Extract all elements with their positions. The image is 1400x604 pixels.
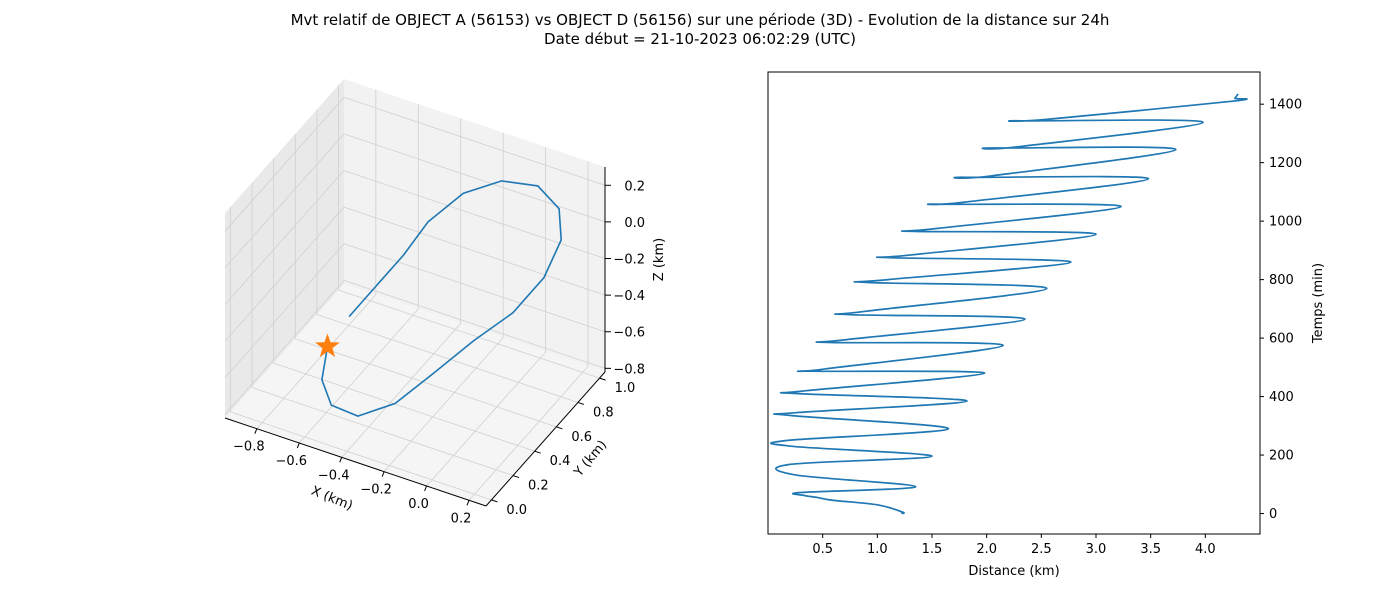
- y-tick-label: 400: [1269, 390, 1294, 405]
- plot-frame: [767, 71, 1261, 535]
- x-tick-label: −0.6: [275, 454, 307, 469]
- y-ticks: 0 200 400 600 800 1000 1200 1400: [1260, 98, 1302, 522]
- y-tick-label: 0.2: [528, 479, 549, 494]
- x-axis-label: Distance (km): [968, 564, 1059, 579]
- x-tick-mark: [381, 471, 385, 477]
- y-tick-label: 1000: [1269, 215, 1302, 230]
- y-tick-label: 0.0: [506, 503, 527, 518]
- x-tick-label: −0.2: [360, 483, 392, 498]
- grid-line: [251, 387, 514, 476]
- grid-line: [343, 96, 606, 186]
- x-tick-label: 0.0: [408, 497, 429, 512]
- grid-3d: [224, 85, 606, 501]
- x-tick-label: 3.0: [1086, 542, 1107, 557]
- grid-line: [295, 338, 557, 428]
- y-tick-mark: [556, 426, 563, 430]
- x-tick-label: 0.2: [451, 511, 472, 526]
- y-tick-label: 200: [1269, 449, 1294, 464]
- y-tick-label: 1400: [1269, 98, 1302, 113]
- grid-line: [343, 243, 606, 333]
- grid-line: [343, 170, 606, 259]
- pane-floor: [225, 284, 605, 506]
- y-tick-label: 1.0: [615, 381, 636, 396]
- grid-line: [343, 133, 606, 223]
- grid-line: [316, 314, 579, 403]
- start-star-marker: [315, 333, 340, 357]
- x-tick-mark: [339, 457, 343, 463]
- y-tick-label: 0.8: [593, 405, 614, 420]
- axis-lines-3d: [224, 167, 606, 507]
- y-tick-mark: [512, 475, 520, 479]
- z-tick-label: −0.6: [613, 326, 645, 341]
- y-tick-label: 0: [1269, 507, 1277, 522]
- grid-line: [224, 280, 345, 415]
- grid-line: [224, 97, 345, 232]
- z-axis-label-3d: Z (km): [652, 238, 667, 281]
- y-tick-label: 0.4: [550, 454, 571, 469]
- z-tick-label: −0.8: [613, 362, 645, 377]
- y-tick-label: 0.6: [571, 430, 592, 445]
- axes-3d-trajectory: −0.8−0.6−0.4−0.20.00.20.00.20.40.60.81.0…: [224, 79, 667, 526]
- grid-line: [298, 308, 419, 444]
- pane-back: [344, 79, 605, 372]
- figure-title-line1: Mvt relatif de OBJECT A (56153) vs OBJEC…: [291, 11, 1110, 29]
- grid-line: [273, 362, 535, 452]
- grid-line: [224, 133, 345, 269]
- z-tick-label: −0.4: [613, 289, 645, 304]
- z-tick-label: −0.2: [613, 253, 645, 268]
- z-tick-label: 0.2: [624, 179, 645, 194]
- x-tick-label: 0.5: [812, 542, 833, 557]
- grid-line: [468, 366, 589, 501]
- grid-line: [338, 289, 600, 379]
- y-tick-label: 1200: [1269, 156, 1302, 171]
- y-tick-mark: [599, 377, 606, 381]
- grid-line: [426, 351, 546, 487]
- ticks-3d: −0.8−0.6−0.4−0.20.00.20.00.20.40.60.81.0…: [233, 179, 645, 526]
- x-tick-mark: [296, 442, 300, 449]
- x-tick-label: 3.5: [1140, 542, 1161, 557]
- grid-line: [224, 170, 345, 305]
- x-tick-label: 2.0: [976, 542, 997, 557]
- figure-title-line2: Date début = 21-10-2023 06:02:29 (UTC): [544, 30, 856, 48]
- pane-left: [225, 79, 344, 418]
- distance-series-line: [770, 93, 1248, 515]
- x-tick-mark: [254, 428, 258, 434]
- x-axis-label-3d: X (km): [309, 484, 355, 514]
- grid-line: [343, 206, 606, 296]
- x-tick-label: −0.4: [318, 468, 350, 483]
- trajectory-line: [321, 180, 563, 417]
- y-tick-mark: [577, 401, 585, 405]
- x-tick-label: 2.5: [1031, 542, 1052, 557]
- x-tick-label: −0.8: [233, 440, 265, 455]
- grid-line: [224, 206, 345, 342]
- y-axis-line: [485, 371, 606, 507]
- y-tick-mark: [534, 450, 541, 454]
- x-ticks: 0.5 1.0 1.5 2.0 2.5 3.0 3.5 4.0: [812, 534, 1216, 557]
- grid-line: [341, 323, 462, 458]
- y-tick-label: 600: [1269, 332, 1294, 347]
- x-tick-label: 1.5: [922, 542, 943, 557]
- grid-line: [383, 337, 504, 472]
- axes-distance-time: 0.5 1.0 1.5 2.0 2.5 3.0 3.5 4.0 0 200 400 600 800 10…: [767, 71, 1326, 579]
- grid-line: [224, 243, 345, 378]
- x-tick-label: 4.0: [1195, 542, 1216, 557]
- x-tick-mark: [424, 485, 428, 492]
- y-axis-label: Temps (min): [1311, 263, 1326, 344]
- grid-line: [256, 294, 377, 429]
- y-tick-label: 800: [1269, 273, 1294, 288]
- x-tick-mark: [466, 500, 470, 506]
- y-tick-mark: [491, 499, 498, 503]
- x-axis-line: [224, 417, 487, 507]
- x-tick-label: 1.0: [867, 542, 888, 557]
- z-tick-label: 0.0: [624, 216, 645, 231]
- grid-line: [230, 411, 492, 501]
- grid-line: [343, 279, 606, 369]
